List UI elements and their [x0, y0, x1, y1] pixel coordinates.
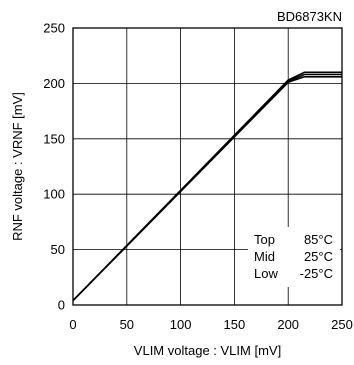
x-tick-label: 50: [120, 317, 134, 332]
chart-title: BD6873KN: [277, 9, 342, 24]
legend-value-top: 85°C: [304, 232, 333, 247]
y-tick-label: 150: [43, 131, 65, 146]
legend: Top 85°C Mid 25°C Low -25°C: [248, 227, 340, 287]
legend-value-low: -25°C: [300, 266, 333, 281]
y-tick-label: 0: [58, 298, 65, 313]
legend-label-top: Top: [254, 232, 275, 247]
x-axis-label: VLIM voltage : VLIM [mV]: [134, 343, 281, 358]
legend-label-low: Low: [254, 266, 278, 281]
y-tick-label: 200: [43, 76, 65, 91]
series-layer: [72, 71, 342, 302]
x-tick-label: 250: [331, 317, 353, 332]
legend-background: [248, 227, 340, 287]
legend-label-mid: Mid: [254, 249, 275, 264]
y-axis-label: RNF voltage : VRNF [mV]: [10, 92, 25, 241]
x-tick-label: 100: [170, 317, 192, 332]
x-tick-labels: 0 50 100 150 200 250: [69, 317, 352, 332]
x-tick-label: 200: [277, 317, 299, 332]
legend-value-mid: 25°C: [304, 249, 333, 264]
series-line-low: [72, 76, 342, 302]
y-tick-label: 250: [43, 21, 65, 36]
y-tick-labels: 0 50 100 150 200 250: [43, 21, 65, 313]
plot-frame: [72, 27, 343, 306]
x-tick-label: 150: [224, 317, 246, 332]
y-tick-label: 100: [43, 187, 65, 202]
y-tick-label: 50: [51, 242, 65, 257]
x-tick-label: 0: [69, 317, 76, 332]
grid: [73, 28, 342, 305]
